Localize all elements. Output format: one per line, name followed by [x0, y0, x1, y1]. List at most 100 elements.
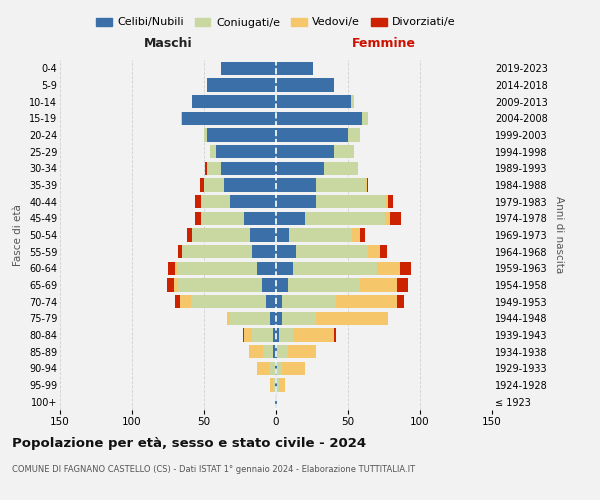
Bar — [276, 78, 334, 92]
Bar — [293, 328, 334, 342]
Bar — [390, 212, 401, 225]
Bar — [305, 212, 385, 225]
Bar — [207, 128, 276, 141]
Bar — [193, 95, 276, 108]
Bar — [176, 262, 257, 275]
Bar — [224, 178, 276, 192]
Bar — [262, 278, 276, 291]
Bar — [227, 312, 230, 325]
Bar — [269, 362, 275, 375]
Bar — [276, 378, 277, 392]
Bar — [276, 245, 296, 258]
Bar — [230, 195, 276, 208]
Bar — [282, 312, 316, 325]
Bar — [276, 112, 362, 125]
Bar — [316, 312, 388, 325]
Bar — [397, 295, 404, 308]
Bar — [276, 212, 305, 225]
Bar — [276, 95, 351, 108]
Bar — [276, 162, 323, 175]
Bar — [362, 112, 368, 125]
Bar — [207, 162, 221, 175]
Bar — [351, 95, 354, 108]
Bar — [205, 162, 207, 175]
Legend: Celibi/Nubili, Coniugati/e, Vedovi/e, Divorziati/e: Celibi/Nubili, Coniugati/e, Vedovi/e, Di… — [92, 13, 460, 32]
Bar — [276, 362, 277, 375]
Bar — [400, 262, 412, 275]
Bar — [334, 328, 337, 342]
Bar — [365, 178, 367, 192]
Bar — [276, 145, 334, 158]
Bar — [182, 245, 251, 258]
Bar — [230, 312, 270, 325]
Bar — [251, 245, 276, 258]
Bar — [352, 228, 359, 241]
Bar — [276, 328, 279, 342]
Bar — [359, 278, 397, 291]
Bar — [167, 278, 174, 291]
Bar — [316, 178, 365, 192]
Bar — [221, 62, 276, 75]
Bar — [215, 145, 276, 158]
Text: COMUNE DI FAGNANO CASTELLO (CS) - Dati ISTAT 1° gennaio 2024 - Elaborazione TUTT: COMUNE DI FAGNANO CASTELLO (CS) - Dati I… — [12, 465, 415, 474]
Bar — [385, 195, 388, 208]
Bar — [276, 262, 293, 275]
Bar — [200, 178, 204, 192]
Bar — [179, 295, 191, 308]
Bar — [276, 62, 313, 75]
Bar — [191, 295, 266, 308]
Bar — [207, 78, 276, 92]
Y-axis label: Fasce di età: Fasce di età — [13, 204, 23, 266]
Bar — [275, 395, 276, 408]
Bar — [334, 145, 354, 158]
Bar — [276, 295, 282, 308]
Bar — [196, 212, 201, 225]
Bar — [204, 128, 207, 141]
Bar — [277, 362, 282, 375]
Bar — [397, 278, 409, 291]
Bar — [248, 345, 263, 358]
Bar — [244, 212, 276, 225]
Bar — [181, 112, 182, 125]
Bar — [276, 395, 277, 408]
Bar — [367, 178, 368, 192]
Bar — [276, 228, 289, 241]
Bar — [273, 378, 275, 392]
Bar — [182, 112, 276, 125]
Bar — [337, 295, 397, 308]
Bar — [323, 162, 358, 175]
Bar — [385, 212, 390, 225]
Bar — [201, 212, 244, 225]
Bar — [316, 195, 385, 208]
Bar — [266, 295, 276, 308]
Bar — [359, 228, 365, 241]
Bar — [380, 245, 387, 258]
Bar — [289, 228, 352, 241]
Bar — [276, 178, 316, 192]
Bar — [276, 312, 282, 325]
Bar — [275, 362, 276, 375]
Bar — [178, 278, 262, 291]
Bar — [204, 178, 224, 192]
Bar — [276, 195, 316, 208]
Bar — [243, 328, 244, 342]
Bar — [293, 262, 377, 275]
Bar — [377, 262, 400, 275]
Bar — [201, 195, 230, 208]
Bar — [175, 295, 179, 308]
Text: Femmine: Femmine — [352, 37, 416, 50]
Bar — [210, 145, 215, 158]
Bar — [282, 295, 337, 308]
Bar — [250, 228, 276, 241]
Bar — [244, 328, 251, 342]
Bar — [257, 362, 269, 375]
Text: Maschi: Maschi — [143, 37, 193, 50]
Bar — [257, 262, 276, 275]
Y-axis label: Anni di nascita: Anni di nascita — [554, 196, 565, 274]
Bar — [178, 245, 182, 258]
Bar — [174, 278, 178, 291]
Bar — [388, 195, 392, 208]
Bar — [270, 378, 273, 392]
Bar — [251, 328, 273, 342]
Bar — [175, 262, 176, 275]
